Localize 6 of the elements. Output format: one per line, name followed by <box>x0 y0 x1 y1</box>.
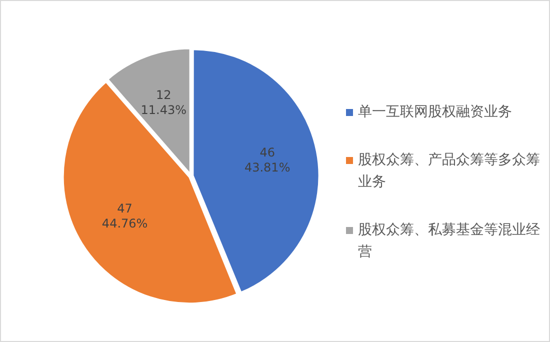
legend-label: 股权众筹、私募基金等混业经营 <box>358 221 541 262</box>
legend-label: 单一互联网股权融资业务 <box>358 103 512 122</box>
data-label: 47 44.76% <box>102 202 148 231</box>
legend-label: 股权众筹、产品众筹等多众筹业务 <box>358 151 541 192</box>
data-label: 12 11.43% <box>140 88 187 117</box>
data-label: 46 43.81% <box>244 146 290 175</box>
